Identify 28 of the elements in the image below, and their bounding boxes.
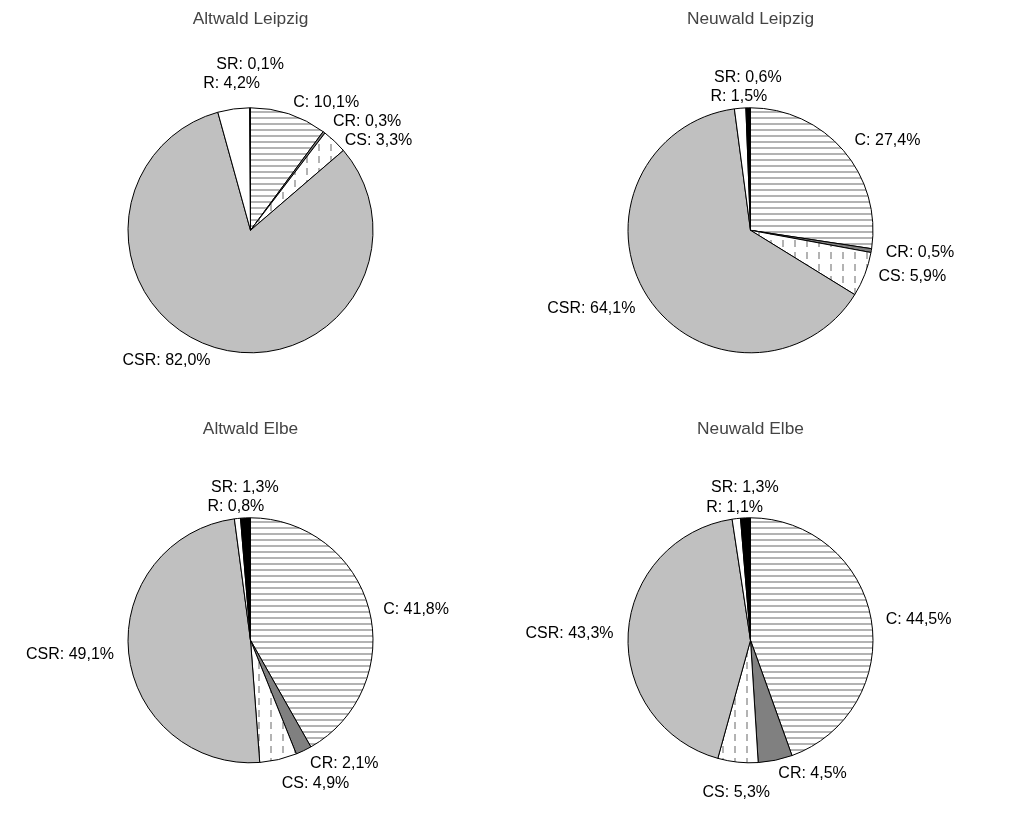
slice-label: C: 27,4% bbox=[854, 130, 921, 148]
slice-label: R: 4,2% bbox=[203, 73, 261, 91]
slice-label: CS: 3,3% bbox=[344, 131, 413, 149]
slice-label: CR: 0,5% bbox=[885, 242, 955, 260]
slice-label: CS: 4,9% bbox=[281, 773, 350, 791]
chart-title: Altwald Leipzig bbox=[192, 7, 309, 28]
slice-label: R: 1,5% bbox=[710, 87, 768, 105]
slice-label: CSR: 64,1% bbox=[547, 299, 636, 317]
slice-label: SR: 0,6% bbox=[714, 67, 782, 85]
slice-label: CR: 2,1% bbox=[310, 754, 379, 772]
slice-label: R: 0,8% bbox=[207, 497, 265, 515]
slice-label: CSR: 82,0% bbox=[122, 351, 211, 369]
slice-label: CR: 0,3% bbox=[332, 112, 402, 130]
slice-label: CR: 4,5% bbox=[778, 764, 847, 782]
chart-title: Neuwald Elbe bbox=[697, 417, 804, 438]
slice-label: CS: 5,9% bbox=[878, 267, 947, 285]
chart-title: Altwald Elbe bbox=[202, 417, 299, 438]
slice-label: CSR: 49,1% bbox=[26, 644, 115, 662]
slice-label: C: 10,1% bbox=[293, 93, 360, 111]
chart-title: Neuwald Leipzig bbox=[686, 7, 815, 28]
slice-label: CS: 5,3% bbox=[702, 783, 771, 801]
slice-label: SR: 1,3% bbox=[711, 478, 779, 496]
slice-label: SR: 1,3% bbox=[211, 478, 279, 496]
slice-label: R: 1,1% bbox=[706, 497, 764, 515]
slice-label: CSR: 43,3% bbox=[525, 624, 614, 642]
slice-label: C: 44,5% bbox=[885, 610, 952, 628]
slice-label: SR: 0,1% bbox=[216, 54, 284, 72]
slice-label: C: 41,8% bbox=[383, 599, 449, 617]
